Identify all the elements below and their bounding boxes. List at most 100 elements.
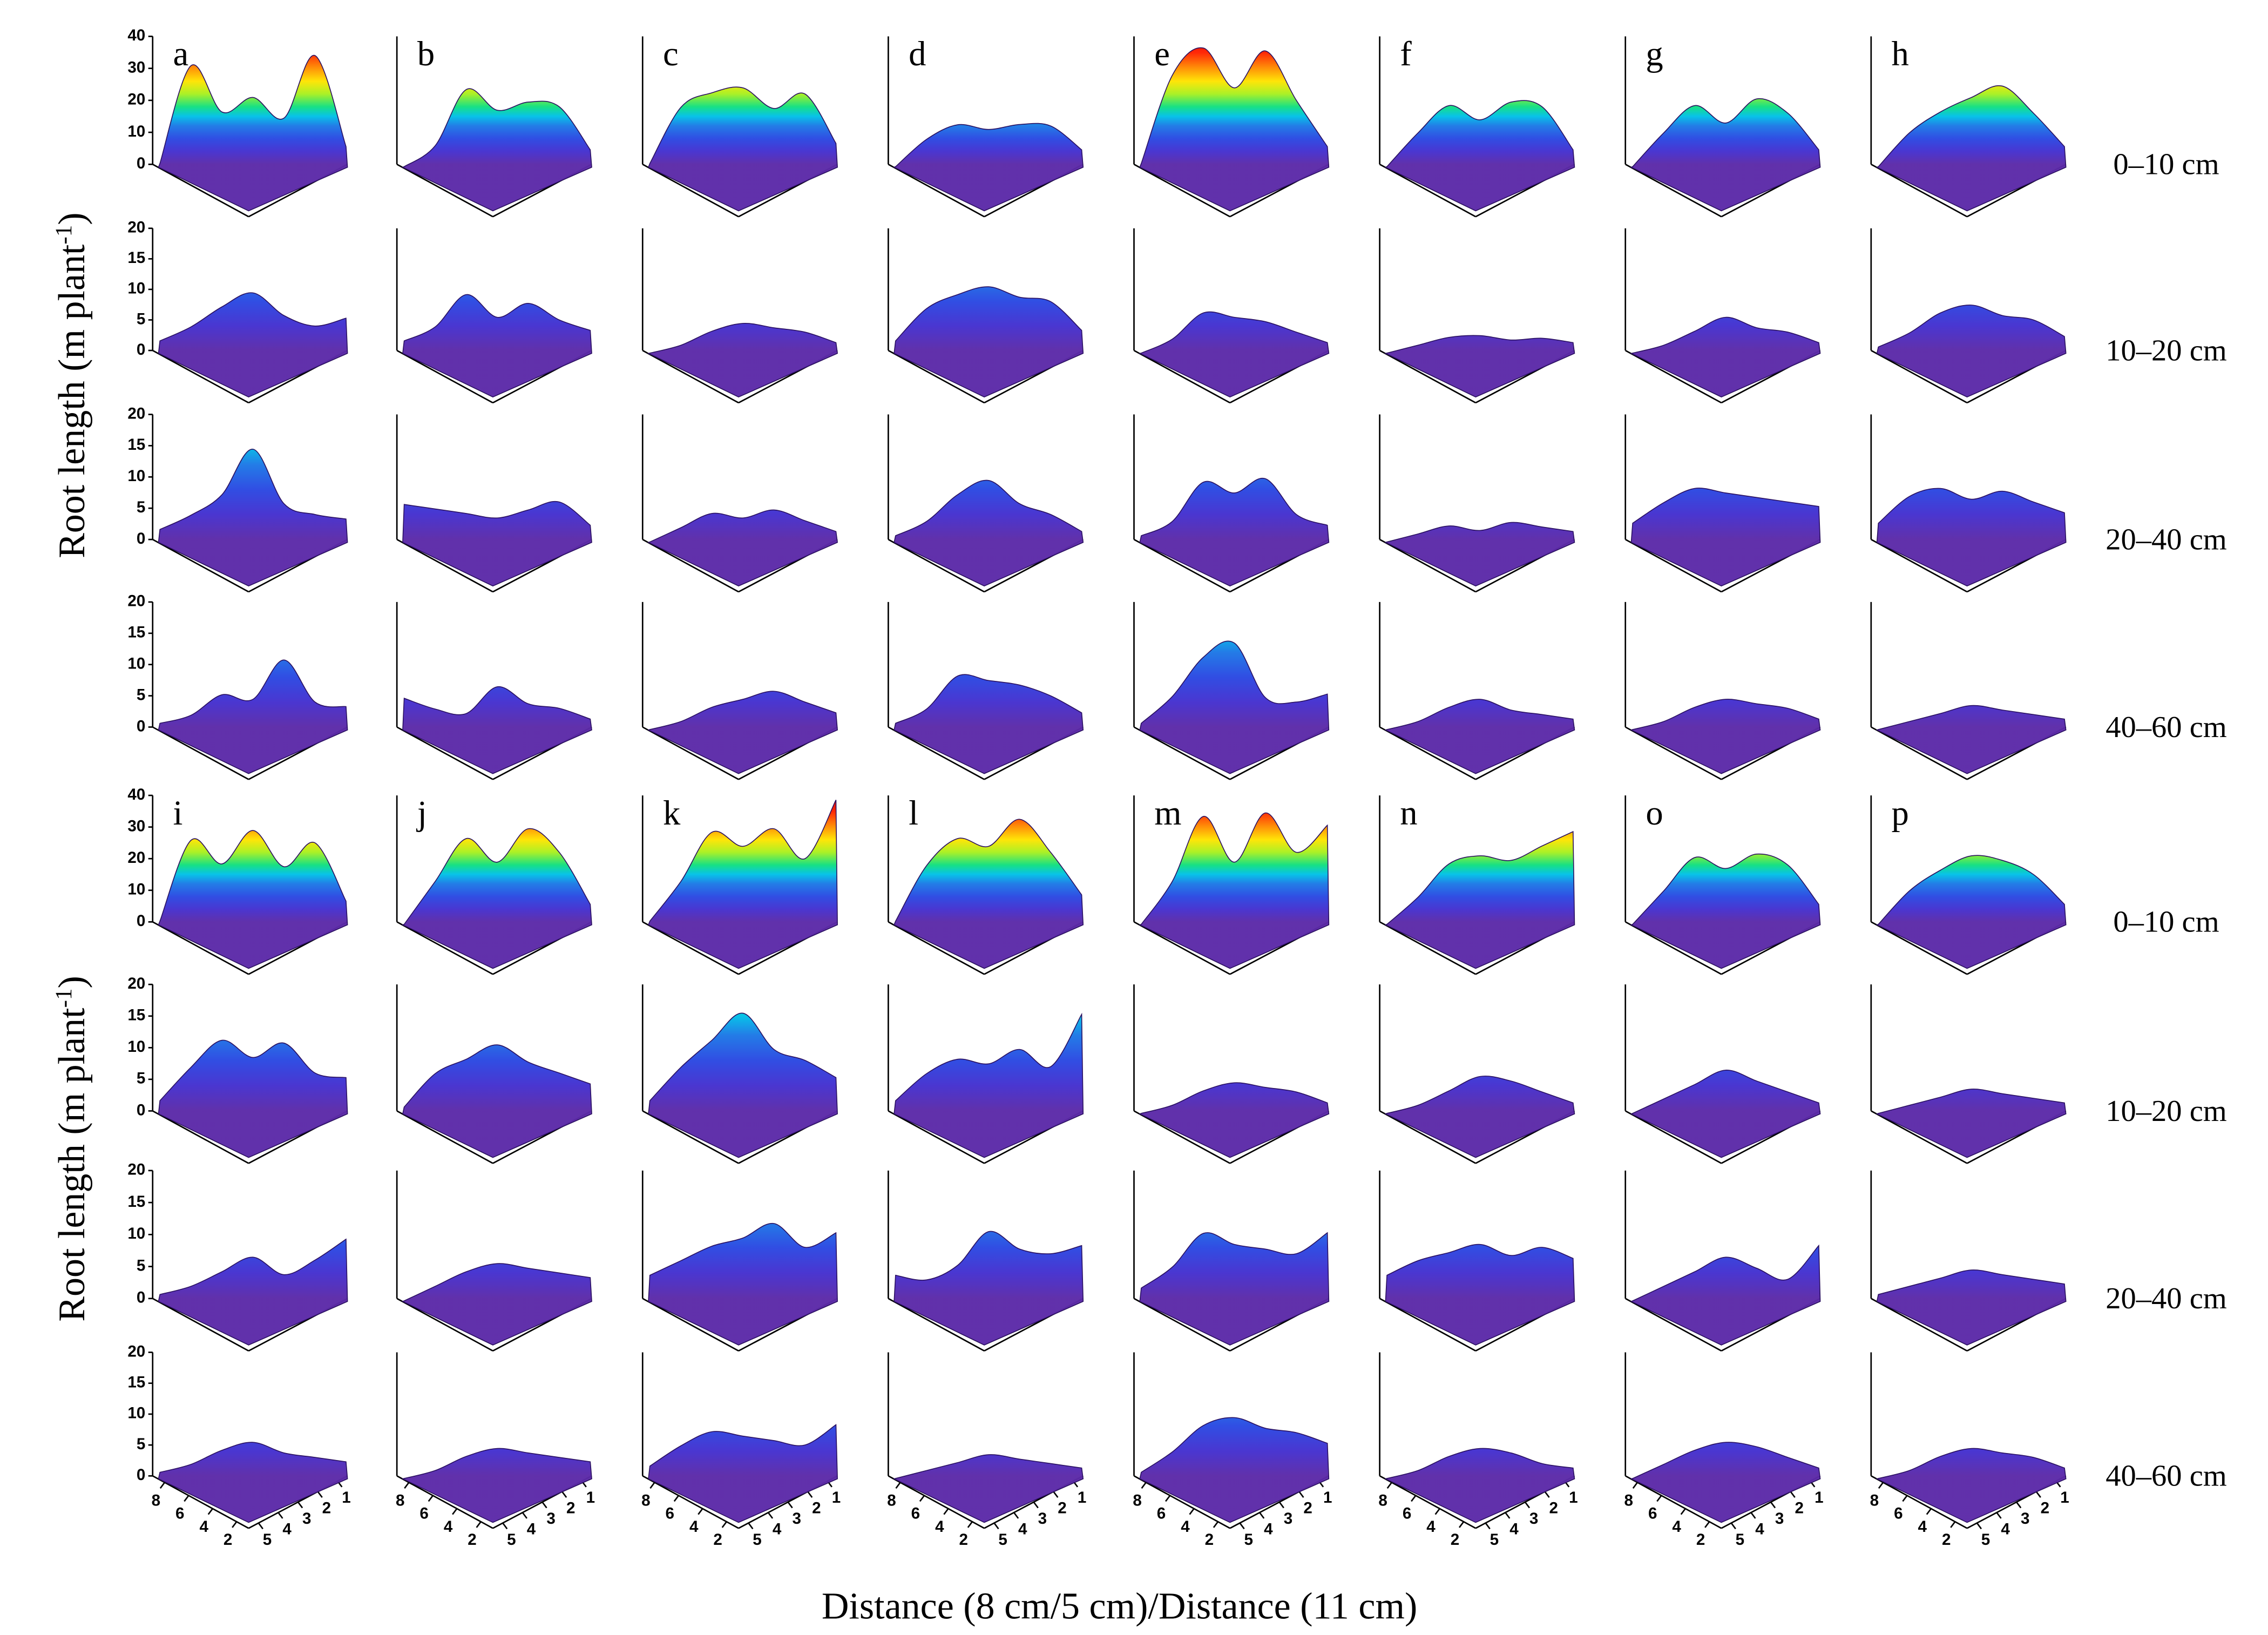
- z-tick-label: 40: [127, 26, 145, 44]
- y-tick: [748, 1522, 754, 1530]
- z-tick-label: 0: [137, 717, 145, 735]
- z-tick-label: 10: [127, 467, 145, 485]
- surface: [1138, 311, 1330, 398]
- y-tick-label: 3: [2021, 1510, 2029, 1528]
- surface: [1139, 1232, 1330, 1346]
- floor-edge: [1133, 538, 1230, 593]
- surface: [1384, 335, 1575, 398]
- floor-edge: [152, 921, 249, 975]
- z-tick-label: 15: [127, 1374, 145, 1391]
- y-tick: [2016, 1502, 2022, 1509]
- y-tick: [787, 1502, 793, 1509]
- surface: [1384, 699, 1575, 774]
- floor-edge: [1625, 349, 1722, 404]
- y-tick-label: 3: [1529, 1510, 1538, 1528]
- surface: [892, 1454, 1084, 1523]
- y-tick-label: 5: [1981, 1531, 1990, 1549]
- floor-edge: [396, 164, 493, 218]
- y-tick-label: 4: [1509, 1520, 1519, 1538]
- y-axis-title-part: Root length (m plant: [51, 1008, 93, 1322]
- z-tick-label: 0: [137, 530, 145, 548]
- x-tick-label: 4: [444, 1518, 453, 1536]
- floor-edge: [396, 1298, 493, 1352]
- x-tick: [1878, 1482, 1884, 1489]
- y-tick: [277, 1512, 283, 1519]
- surface: [648, 1424, 838, 1523]
- floor-edge: [888, 921, 985, 975]
- panel-label: f: [1400, 34, 1412, 73]
- x-tick-label: 2: [224, 1531, 232, 1549]
- x-tick-label: 2: [468, 1531, 476, 1549]
- z-tick-label: 15: [127, 436, 145, 454]
- y-axis-title: Root length (m plant-1): [51, 212, 93, 558]
- x-axis-title: Distance (8 cm/5 cm)/Distance (11 cm): [822, 1585, 1417, 1627]
- surface: [1629, 316, 1821, 398]
- y-tick-label: 2: [322, 1499, 331, 1517]
- y-tick: [807, 1491, 813, 1498]
- z-tick-label: 40: [127, 786, 145, 803]
- x-tick-label: 6: [1894, 1505, 1903, 1523]
- y-tick-label: 2: [2041, 1499, 2049, 1517]
- x-tick-label: 8: [1870, 1491, 1879, 1509]
- x-tick-label: 8: [152, 1491, 160, 1509]
- panel-label: a: [173, 34, 188, 73]
- y-tick-label: 4: [1018, 1520, 1027, 1538]
- row-label: 20–40 cm: [2105, 1282, 2227, 1315]
- x-tick: [721, 1521, 727, 1528]
- x-tick: [1189, 1508, 1195, 1515]
- panel-label: o: [1646, 793, 1663, 832]
- floor-edge: [888, 1298, 985, 1352]
- z-tick-label: 0: [137, 1101, 145, 1119]
- surface: [647, 509, 838, 587]
- panel-label: e: [1154, 34, 1170, 73]
- y-tick-label: 5: [998, 1531, 1007, 1549]
- x-tick-label: 2: [713, 1531, 722, 1549]
- x-tick-label: 4: [1918, 1518, 1927, 1536]
- surface: [1139, 812, 1330, 969]
- x-tick-label: 8: [396, 1491, 404, 1509]
- surface: [158, 1238, 348, 1346]
- y-tick: [1485, 1522, 1491, 1530]
- y-tick-label: 2: [1549, 1499, 1558, 1517]
- x-tick-label: 2: [1205, 1531, 1214, 1549]
- floor-edge: [152, 726, 249, 780]
- floor-edge: [1871, 538, 1968, 593]
- panel-label: n: [1400, 793, 1417, 832]
- floor-edge: [1133, 1298, 1230, 1352]
- y-tick: [1750, 1512, 1756, 1519]
- y-tick-label: 2: [812, 1499, 821, 1517]
- surface: [158, 1442, 348, 1523]
- y-tick-label: 4: [773, 1520, 782, 1538]
- z-tick-label: 30: [127, 58, 145, 76]
- floor-edge: [1871, 164, 1968, 218]
- y-tick: [1505, 1512, 1511, 1519]
- floor-edge: [888, 349, 985, 404]
- surface: [647, 323, 838, 398]
- floor-edge: [1871, 349, 1968, 404]
- surface: [893, 1231, 1084, 1346]
- floor-edge: [888, 164, 985, 218]
- surface: [893, 286, 1084, 398]
- y-tick-label: 3: [546, 1510, 555, 1528]
- y-tick: [993, 1522, 999, 1530]
- surface: [893, 479, 1084, 587]
- z-tick-label: 20: [127, 1161, 145, 1179]
- panel-label: l: [909, 793, 918, 832]
- y-tick: [522, 1512, 528, 1519]
- z-tick-label: 20: [127, 849, 145, 867]
- surface: [1630, 1442, 1821, 1523]
- surface: [158, 659, 348, 774]
- y-tick-label: 5: [263, 1531, 272, 1549]
- floor-edge: [1625, 164, 1722, 218]
- x-tick: [184, 1495, 189, 1502]
- y-tick-label: 2: [1058, 1499, 1066, 1517]
- floor-edge: [1871, 1110, 1968, 1164]
- floor-edge: [888, 538, 985, 593]
- floor-edge: [1871, 1298, 1968, 1352]
- x-tick: [452, 1508, 458, 1515]
- surface: [401, 828, 592, 969]
- z-tick-label: 0: [137, 1466, 145, 1484]
- z-tick-label: 20: [127, 975, 145, 992]
- x-tick: [1458, 1521, 1465, 1528]
- z-tick-label: 5: [137, 310, 145, 328]
